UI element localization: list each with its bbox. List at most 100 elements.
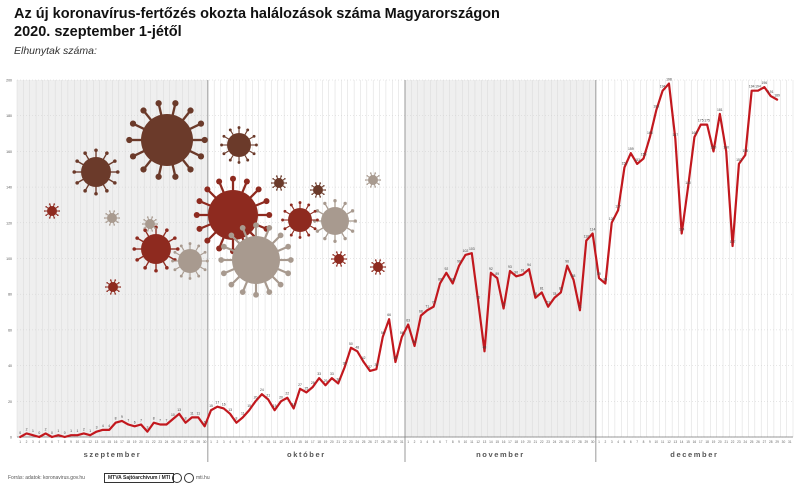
x-tick-label: 29 bbox=[775, 440, 779, 444]
virus-illustration bbox=[220, 126, 258, 164]
x-tick-label: 6 bbox=[630, 440, 632, 444]
x-tick-label: 24 bbox=[356, 440, 360, 444]
data-label: 88 bbox=[572, 274, 576, 278]
data-label: 71 bbox=[578, 304, 582, 308]
x-tick-label: 21 bbox=[724, 440, 728, 444]
x-tick-label: 4 bbox=[617, 440, 619, 444]
month-label: október bbox=[287, 450, 326, 459]
x-tick-label: 18 bbox=[317, 440, 321, 444]
x-tick-label: 8 bbox=[452, 440, 454, 444]
x-tick-label: 12 bbox=[279, 440, 283, 444]
chart-subtitle: 2020. szeptember 1-jétől bbox=[14, 24, 182, 40]
month-label: november bbox=[476, 450, 525, 459]
virus-illustration bbox=[104, 279, 122, 295]
x-tick-label: 11 bbox=[470, 440, 474, 444]
data-label: 11 bbox=[197, 411, 201, 415]
data-label: 56 bbox=[400, 331, 404, 335]
virus-illustration bbox=[72, 148, 120, 196]
data-label: 107 bbox=[730, 240, 736, 244]
x-tick-label: 30 bbox=[591, 440, 595, 444]
data-label: 17 bbox=[215, 401, 219, 405]
data-label: 56 bbox=[381, 331, 385, 335]
x-tick-label: 20 bbox=[330, 440, 334, 444]
data-label: 3 bbox=[146, 426, 148, 430]
x-tick-label: 20 bbox=[718, 440, 722, 444]
x-tick-label: 31 bbox=[400, 440, 404, 444]
x-tick-label: 15 bbox=[686, 440, 690, 444]
y-tick-label: 120 bbox=[6, 221, 12, 225]
y-tick-label: 200 bbox=[6, 79, 12, 83]
x-tick-label: 17 bbox=[311, 440, 315, 444]
x-tick-label: 4 bbox=[38, 440, 40, 444]
data-label: 158 bbox=[742, 149, 748, 153]
virus-illustration bbox=[369, 259, 387, 275]
month-label: december bbox=[670, 450, 718, 459]
data-label: 78 bbox=[534, 292, 538, 296]
virus-illustration bbox=[171, 242, 209, 280]
data-label: 20 bbox=[254, 395, 258, 399]
data-label: 33 bbox=[317, 372, 321, 376]
data-label: 8 bbox=[235, 417, 237, 421]
data-label: 92 bbox=[489, 267, 493, 271]
data-label: 25 bbox=[305, 386, 309, 390]
data-label: 1 bbox=[32, 429, 34, 433]
x-tick-label: 18 bbox=[705, 440, 709, 444]
data-label: 175 bbox=[704, 119, 710, 123]
x-tick-label: 1 bbox=[598, 440, 600, 444]
x-tick-label: 25 bbox=[362, 440, 366, 444]
data-label: 89 bbox=[495, 272, 499, 276]
y-tick-label: 40 bbox=[8, 364, 12, 368]
mti-logo-icon bbox=[184, 473, 194, 483]
x-tick-label: 6 bbox=[51, 440, 53, 444]
mtva-logo-icon bbox=[172, 473, 182, 483]
data-label: 78 bbox=[553, 292, 557, 296]
x-tick-label: 14 bbox=[489, 440, 493, 444]
data-label: 194 bbox=[660, 85, 666, 89]
data-label: 194 bbox=[755, 85, 761, 89]
data-label: 7 bbox=[166, 419, 168, 423]
footer: Forrás: adatok: koronavirus.gov.hu MTVA … bbox=[8, 472, 792, 486]
data-label: 3 bbox=[96, 426, 98, 430]
x-tick-label: 27 bbox=[763, 440, 767, 444]
data-label: 16 bbox=[292, 402, 296, 406]
data-label: 21 bbox=[266, 394, 270, 398]
x-tick-label: 14 bbox=[680, 440, 684, 444]
x-tick-label: 13 bbox=[483, 440, 487, 444]
data-label: 2 bbox=[83, 427, 85, 431]
data-label: 30 bbox=[336, 377, 340, 381]
data-label: 15 bbox=[273, 404, 277, 408]
x-tick-label: 20 bbox=[139, 440, 143, 444]
data-label: 102 bbox=[463, 249, 469, 253]
x-tick-label: 10 bbox=[266, 440, 270, 444]
data-label: 86 bbox=[438, 277, 442, 281]
data-label: 24 bbox=[260, 388, 264, 392]
x-tick-label: 2 bbox=[26, 440, 28, 444]
data-label: 72 bbox=[502, 302, 506, 306]
data-label: 196 bbox=[762, 81, 768, 85]
virus-illustration bbox=[141, 216, 159, 232]
data-label: 10 bbox=[171, 413, 175, 417]
virus-illustration bbox=[281, 201, 319, 239]
x-tick-label: 10 bbox=[76, 440, 80, 444]
data-label: 76 bbox=[476, 295, 480, 299]
x-tick-label: 21 bbox=[146, 440, 150, 444]
data-label: 127 bbox=[615, 204, 621, 208]
x-tick-label: 27 bbox=[184, 440, 188, 444]
virus-illustration bbox=[103, 210, 121, 226]
data-label: 63 bbox=[406, 319, 410, 323]
x-tick-label: 25 bbox=[750, 440, 754, 444]
x-tick-label: 10 bbox=[654, 440, 658, 444]
data-label: 27 bbox=[298, 383, 302, 387]
data-label: 22 bbox=[285, 392, 289, 396]
x-tick-label: 3 bbox=[420, 440, 422, 444]
x-tick-label: 10 bbox=[464, 440, 468, 444]
data-label: 189 bbox=[774, 94, 780, 98]
x-tick-label: 16 bbox=[114, 440, 118, 444]
data-label: 191 bbox=[768, 90, 774, 94]
x-tick-label: 29 bbox=[585, 440, 589, 444]
x-tick-label: 5 bbox=[236, 440, 238, 444]
data-label: 4 bbox=[102, 424, 104, 428]
data-label: 8 bbox=[185, 417, 187, 421]
website-link: mti.hu bbox=[196, 475, 210, 481]
